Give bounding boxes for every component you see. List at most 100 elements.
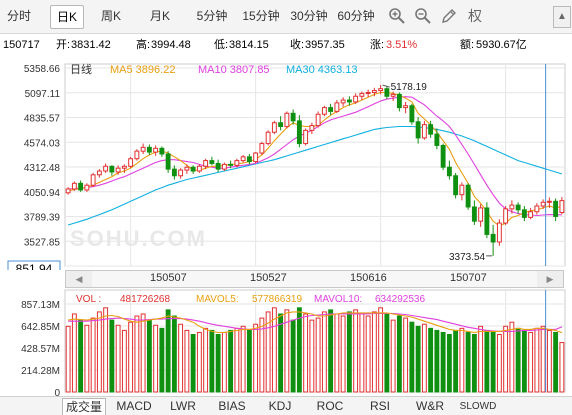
- volume-y-tick: 214.28M: [21, 366, 60, 377]
- candle: [334, 102, 340, 112]
- volume-bar: [228, 329, 234, 393]
- candle: [196, 165, 202, 172]
- info-low-label: 低:: [214, 39, 229, 51]
- volume-bar: [234, 327, 240, 393]
- time-scroll-bar[interactable]: ◀ ▶: [65, 270, 564, 288]
- candle: [490, 233, 496, 243]
- tab-macd[interactable]: MACD: [116, 399, 152, 413]
- volume-bar: [503, 325, 509, 393]
- volume-bar: [390, 319, 396, 393]
- tab-intraday[interactable]: 分时: [6, 9, 31, 23]
- volume-bar: [521, 329, 527, 393]
- info-amount: 5930.67亿: [476, 39, 527, 51]
- x-tick-label: 150707: [450, 272, 487, 284]
- pencil-icon[interactable]: [440, 7, 458, 25]
- x-tick-label: 150527: [250, 272, 287, 284]
- tab-bias[interactable]: BIAS: [218, 399, 246, 413]
- candle: [353, 95, 359, 103]
- volume-bar: [290, 319, 296, 393]
- tab-5min[interactable]: 5分钟: [196, 9, 228, 23]
- candle: [240, 156, 246, 162]
- volume-bar: [359, 313, 365, 393]
- tab-30min[interactable]: 30分钟: [290, 9, 328, 23]
- volume-bar: [78, 319, 84, 393]
- ma30-line: [67, 125, 563, 226]
- ma10-line: [68, 96, 562, 217]
- price-y-tick: 4312.48: [24, 163, 61, 174]
- candle: [165, 153, 171, 170]
- candlestick-chart[interactable]: 5358.66 5097.11 4835.57 4574.03 4312.48 4050.…: [0, 56, 572, 270]
- volume-bar: [71, 313, 77, 393]
- volume-bar: [84, 324, 90, 393]
- volume-bar: [490, 331, 496, 393]
- candle: [321, 107, 327, 115]
- tab-kdj[interactable]: KDJ: [268, 399, 292, 413]
- tab-daily-k[interactable]: 日K: [50, 5, 84, 29]
- info-close-label: 收:: [290, 39, 305, 51]
- tab-15min[interactable]: 15分钟: [242, 9, 280, 23]
- volume-bar: [171, 315, 177, 393]
- tab-weekly-k[interactable]: 周K: [100, 9, 121, 23]
- tab-rsi[interactable]: RSI: [369, 399, 390, 413]
- tab-roc[interactable]: ROC: [316, 399, 344, 413]
- candle: [221, 163, 227, 170]
- candle: [78, 182, 84, 191]
- low-annotation: 3373.54: [449, 252, 486, 263]
- volume-y-tick: 642.85M: [21, 322, 60, 333]
- high-pointer: [382, 84, 390, 88]
- candle: [528, 211, 534, 218]
- volume-bar: [246, 329, 252, 393]
- volume-bar: [553, 331, 559, 393]
- zoom-in-icon[interactable]: [388, 7, 406, 25]
- candle: [140, 146, 146, 152]
- candle: [384, 88, 390, 97]
- ma30-legend: MA30 4363.13: [286, 64, 358, 76]
- volume-chart[interactable]: 857.13M 642.85M 428.57M 214.28M 0 VOL : 48172…: [0, 288, 572, 396]
- volume-bar: [534, 327, 540, 393]
- panel-toggle-button[interactable]: ▲: [553, 6, 571, 28]
- tab-lwr[interactable]: LWR: [170, 399, 196, 413]
- zoom-out-icon[interactable]: [414, 7, 432, 25]
- candle: [359, 92, 365, 97]
- tab-monthly-k[interactable]: 月K: [149, 9, 170, 23]
- candle: [515, 204, 521, 211]
- volume-bar: [146, 319, 152, 393]
- candle: [559, 200, 565, 214]
- price-y-tick: 3527.85: [24, 237, 61, 248]
- volume-bar: [421, 323, 427, 393]
- candle: [146, 146, 152, 153]
- volume-bar: [284, 309, 290, 393]
- tab-60min[interactable]: 60分钟: [337, 9, 375, 23]
- price-y-tick: 4574.03: [24, 138, 61, 149]
- volume-bar: [96, 311, 102, 393]
- mavol5-value: 577866319: [252, 294, 302, 305]
- volume-plot-frame: [64, 289, 566, 393]
- volume-bar: [184, 329, 190, 393]
- rights-adjust-button[interactable]: 权: [468, 8, 482, 24]
- candle: [234, 160, 240, 166]
- candle: [296, 120, 302, 145]
- candle: [84, 184, 90, 191]
- candle: [190, 166, 196, 172]
- candle: [128, 158, 134, 167]
- mavol5-label: MAVOL5:: [196, 294, 239, 305]
- candle: [440, 144, 446, 168]
- volume-bar: [484, 329, 490, 393]
- candle: [215, 162, 221, 170]
- candle: [121, 165, 127, 169]
- price-y-tick: 5358.66: [24, 64, 61, 75]
- volume-bar: [559, 342, 565, 393]
- x-tick-label: 150616: [350, 272, 387, 284]
- tab-wr[interactable]: W&R: [416, 399, 444, 413]
- tab-volume[interactable]: 成交量: [62, 398, 106, 415]
- ma10-legend: MA10 3807.85: [198, 64, 270, 76]
- scroll-left-button[interactable]: ◀: [66, 271, 92, 287]
- volume-bar: [446, 334, 452, 393]
- volume-bar: [165, 309, 171, 393]
- tab-slowd[interactable]: SLOWD: [459, 401, 497, 412]
- high-annotation: 5178.19: [391, 82, 428, 93]
- volume-bar: [121, 329, 127, 393]
- scroll-right-button[interactable]: ▶: [537, 271, 563, 287]
- candle: [503, 208, 509, 224]
